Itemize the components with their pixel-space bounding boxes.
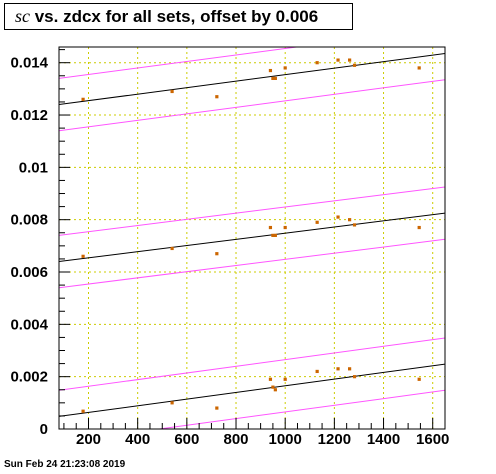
x-tick-label-1: 400 — [125, 431, 150, 448]
data-point-2-5 — [273, 76, 277, 80]
data-point-2-11 — [417, 66, 421, 70]
data-point-2-9 — [348, 58, 352, 62]
chart-title: sc vs. zdcx for all sets, offset by 0.00… — [4, 3, 353, 30]
axes: 200 400 600 800 1000 1200 1400 1600 0 0.002 0.004 0… — [10, 49, 449, 448]
x-tick-label-4: 1000 — [269, 431, 302, 448]
data-point-1-2 — [215, 252, 219, 256]
data-point-1-0 — [81, 254, 85, 258]
data-point-1-7 — [315, 220, 319, 224]
data-point-1-3 — [268, 225, 273, 230]
data-point-1-11 — [417, 225, 421, 230]
band-lower-line-2 — [59, 79, 445, 132]
fit-line-2 — [59, 53, 445, 106]
band-upper-line-0 — [59, 337, 445, 391]
data-point-2-4 — [271, 76, 275, 80]
data-point-2-7 — [315, 61, 319, 65]
data-point-1-6 — [283, 225, 287, 230]
data-point-0-2 — [215, 406, 219, 410]
fit-line-1 — [59, 212, 445, 263]
data-point-1-1 — [170, 246, 174, 251]
footer-timestamp: Sun Feb 24 21:23:08 2019 — [4, 459, 126, 470]
data-point-0-3 — [268, 377, 273, 381]
title-text: vs. zdcx for all sets, offset by 0.006 — [30, 7, 319, 26]
x-tick-label-2: 600 — [174, 431, 199, 448]
data-point-0-6 — [283, 377, 287, 381]
data-point-1-9 — [348, 218, 352, 222]
y-tick-label-3: 0.006 — [10, 264, 48, 281]
band-upper-line-1 — [59, 186, 445, 236]
data-point-0-5 — [273, 388, 277, 392]
data-point-2-0 — [81, 97, 85, 101]
data-point-1-4 — [271, 233, 275, 237]
data-point-0-11 — [417, 377, 421, 381]
data-point-2-8 — [336, 58, 340, 62]
plot-area — [59, 47, 445, 429]
data-point-1-8 — [336, 215, 340, 219]
data-point-2-6 — [283, 66, 287, 70]
x-tick-label-7: 1600 — [416, 431, 449, 448]
data-point-0-0 — [81, 409, 85, 413]
data-point-0-1 — [170, 401, 174, 405]
fit-line-0 — [59, 363, 445, 417]
y-tick-label-5: 0.01 — [19, 159, 48, 176]
x-tick-label-6: 1400 — [367, 431, 400, 448]
y-tick-label-2: 0.004 — [10, 316, 48, 333]
data-point-2-3 — [268, 68, 273, 73]
band-lower-line-0 — [155, 389, 445, 429]
y-tick-label-0: 0 — [40, 421, 48, 438]
data-point-0-8 — [336, 367, 340, 371]
y-tick-label-7: 0.014 — [10, 55, 48, 72]
x-tick-label-3: 800 — [224, 431, 249, 448]
y-tick-label-1: 0.002 — [10, 369, 48, 386]
data-point-0-4 — [271, 385, 275, 389]
data-point-0-10 — [352, 375, 357, 379]
data-point-1-10 — [352, 223, 357, 227]
y-tick-label-4: 0.008 — [10, 212, 48, 229]
data-point-2-1 — [170, 89, 174, 94]
grid — [59, 47, 445, 430]
title-symbol: sc — [15, 6, 30, 26]
data-point-0-7 — [315, 369, 319, 374]
data-point-0-9 — [348, 367, 352, 371]
x-tick-label-5: 1200 — [318, 431, 351, 448]
band-lower-line-1 — [59, 238, 445, 289]
x-tick-label-0: 200 — [76, 431, 101, 448]
plot-frame — [58, 46, 446, 430]
data-point-1-5 — [273, 233, 277, 237]
data-point-2-10 — [352, 63, 357, 67]
band-upper-line-2 — [59, 47, 301, 79]
data-point-2-2 — [215, 95, 219, 99]
y-tick-label-6: 0.012 — [10, 107, 48, 124]
